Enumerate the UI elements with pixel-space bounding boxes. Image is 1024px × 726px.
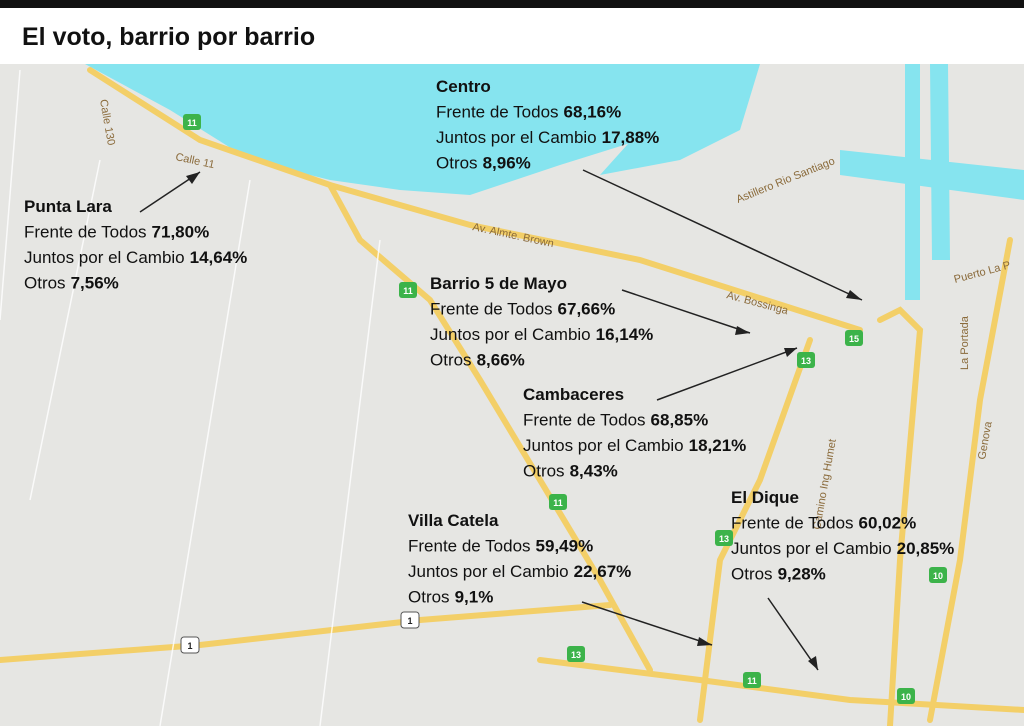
pct: 59,49% <box>536 537 594 556</box>
result-line: Otros 9,28% <box>731 565 826 584</box>
pct: 7,56% <box>71 274 119 293</box>
result-line: Frente de Todos 68,16% <box>436 103 621 122</box>
result-line: Frente de Todos 60,02% <box>731 514 916 533</box>
shield-label: 13 <box>719 534 729 544</box>
result-line: Otros 7,56% <box>24 274 119 293</box>
shield <box>797 352 815 368</box>
title: El voto, barrio por barrio <box>22 23 315 51</box>
region-name: Cambaceres <box>523 385 624 404</box>
shield-label: 11 <box>187 118 197 128</box>
map <box>0 64 1024 726</box>
party: Otros <box>523 462 565 481</box>
result-line: Frente de Todos 67,66% <box>430 300 615 319</box>
shield-label: 13 <box>801 356 811 366</box>
result-line: Frente de Todos 71,80% <box>24 223 209 242</box>
result-line: Juntos por el Cambio 16,14% <box>430 325 653 344</box>
result-line: Juntos por el Cambio 14,64% <box>24 248 247 267</box>
pct: 67,66% <box>558 300 616 319</box>
shield <box>399 282 417 298</box>
party: Frente de Todos <box>408 537 531 556</box>
shield <box>743 672 761 688</box>
shield-label: 11 <box>403 286 413 296</box>
pct: 68,85% <box>651 411 709 430</box>
result-line: Juntos por el Cambio 18,21% <box>523 436 746 455</box>
pct: 17,88% <box>602 128 660 147</box>
result-line: Otros 8,43% <box>523 462 618 481</box>
results: Centro Frente de Todos 68,16% Juntos por el… <box>24 77 954 607</box>
shield <box>400 611 420 629</box>
pct: 68,16% <box>564 103 622 122</box>
result-line: Otros 8,66% <box>430 351 525 370</box>
region-name: Punta Lara <box>24 197 112 216</box>
pct: 9,1% <box>455 588 494 607</box>
result-line: Frente de Todos 59,49% <box>408 537 593 556</box>
party: Otros <box>436 154 478 173</box>
shield-label: 11 <box>553 498 563 508</box>
pct: 9,28% <box>778 565 826 584</box>
pct: 8,96% <box>483 154 531 173</box>
party: Juntos por el Cambio <box>430 325 591 344</box>
shield-label: 1 <box>187 641 192 651</box>
shield-label: 10 <box>933 571 943 581</box>
shield-label: 11 <box>747 676 757 686</box>
party: Juntos por el Cambio <box>408 562 569 581</box>
result-line: Otros 9,1% <box>408 588 493 607</box>
shield-label: 15 <box>849 334 859 344</box>
result-line: Juntos por el Cambio 22,67% <box>408 562 631 581</box>
party: Frente de Todos <box>523 411 646 430</box>
shield <box>567 646 585 662</box>
pct: 14,64% <box>190 248 248 267</box>
pct: 8,43% <box>570 462 618 481</box>
result-line: Juntos por el Cambio 20,85% <box>731 539 954 558</box>
shield-label: 10 <box>901 692 911 702</box>
shield-label: 13 <box>571 650 581 660</box>
arrows <box>139 169 863 671</box>
shield <box>715 530 733 546</box>
map-label: La Portada <box>959 315 971 370</box>
pct: 22,67% <box>574 562 632 581</box>
region-name: Villa Catela <box>408 511 499 530</box>
party: Otros <box>408 588 450 607</box>
top-bar <box>0 0 1024 8</box>
party: Juntos por el Cambio <box>24 248 185 267</box>
pct: 8,66% <box>477 351 525 370</box>
shield <box>897 688 915 704</box>
region-name: Centro <box>436 77 491 96</box>
party: Juntos por el Cambio <box>523 436 684 455</box>
result-line: Frente de Todos 68,85% <box>523 411 708 430</box>
party: Frente de Todos <box>430 300 553 319</box>
party: Juntos por el Cambio <box>436 128 597 147</box>
region-name: El Dique <box>731 488 799 507</box>
party: Frente de Todos <box>436 103 559 122</box>
shield <box>845 330 863 346</box>
result-line: Otros 8,96% <box>436 154 531 173</box>
pct: 71,80% <box>152 223 210 242</box>
pct: 20,85% <box>897 539 955 558</box>
shield <box>549 494 567 510</box>
party: Otros <box>731 565 773 584</box>
party: Otros <box>24 274 66 293</box>
shield <box>180 636 200 654</box>
result-line: Juntos por el Cambio 17,88% <box>436 128 659 147</box>
pct: 18,21% <box>689 436 747 455</box>
region-name: Barrio 5 de Mayo <box>430 274 567 293</box>
shield <box>929 567 947 583</box>
party: Otros <box>430 351 472 370</box>
shield <box>183 114 201 130</box>
party: Frente de Todos <box>24 223 147 242</box>
shield-label: 1 <box>407 616 412 626</box>
party: Frente de Todos <box>731 514 854 533</box>
pct: 60,02% <box>859 514 917 533</box>
pct: 16,14% <box>596 325 654 344</box>
party: Juntos por el Cambio <box>731 539 892 558</box>
